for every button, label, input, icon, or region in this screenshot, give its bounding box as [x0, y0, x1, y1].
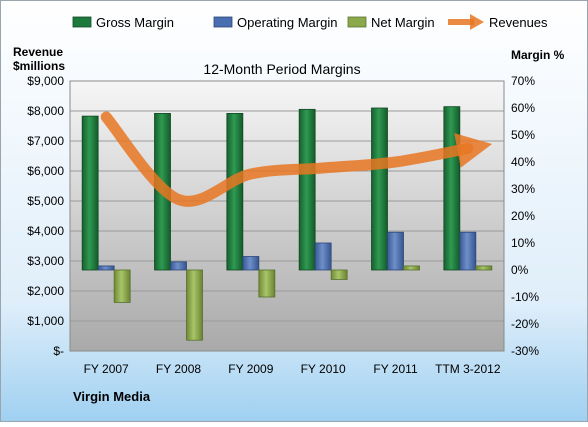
legend-label-revenues: Revenues [489, 15, 548, 30]
operating-margin-bar [97, 265, 115, 271]
left-tick-label: $7,000 [27, 134, 64, 148]
right-tick-label: 20% [511, 209, 535, 223]
operating-margin-bar [459, 231, 477, 271]
legend: Gross Margin Operating Margin Net Margin… [72, 14, 548, 30]
right-tick-label: 40% [511, 155, 535, 169]
gross-margin-bar [298, 108, 316, 271]
left-tick-label: $4,000 [27, 224, 64, 238]
right-tick-label: 50% [511, 128, 535, 142]
left-tick-label: $1,000 [27, 314, 64, 328]
category-label: FY 2011 [373, 362, 418, 376]
right-tick-label: 60% [511, 101, 535, 115]
net-margin-bar [475, 265, 493, 271]
revenues-line [100, 111, 493, 207]
gross-margin-bar [81, 115, 99, 271]
right-axis-ticks: -30% -20% -10% 0% 10% 20% 30% 40% 50% 60% 70% [511, 74, 539, 358]
operating-margin-bar [170, 261, 187, 271]
chart-title: 12-Month Period Margins [203, 61, 360, 77]
gross-margin-bar [226, 113, 244, 271]
right-tick-label: -30% [511, 344, 539, 358]
legend-label-net-margin: Net Margin [371, 15, 435, 30]
category-label: FY 2007 [84, 362, 129, 376]
left-tick-label: $- [53, 344, 64, 358]
gross-margin-bar [443, 106, 461, 271]
left-tick-label: $5,000 [27, 194, 64, 208]
legend-swatch-gross-margin [72, 16, 92, 28]
bars [81, 106, 493, 341]
net-margin-bar [258, 269, 276, 298]
net-margin-bar [330, 269, 348, 280]
category-label: FY 2009 [228, 362, 273, 376]
category-label: FY 2008 [156, 362, 201, 376]
left-axis-ticks: $- $1,000 $2,000 $3,000 $4,000 $5,000 $6,000 $7… [27, 74, 64, 358]
right-tick-label: -20% [511, 317, 539, 331]
company-label: Virgin Media [73, 389, 151, 404]
left-axis-title-line2: $millions [13, 59, 65, 73]
right-tick-label: 70% [511, 74, 535, 88]
gross-margin-bar [371, 107, 388, 271]
revenues-series [100, 111, 493, 207]
left-tick-label: $9,000 [27, 74, 64, 88]
left-tick-label: $8,000 [27, 104, 64, 118]
right-tick-label: 10% [511, 236, 535, 250]
right-tick-label: 30% [511, 182, 535, 196]
category-label: FY 2010 [301, 362, 346, 376]
net-margin-bar [186, 269, 203, 341]
left-axis-title-line1: Revenue [13, 45, 63, 59]
left-tick-label: $3,000 [27, 254, 64, 268]
category-labels: FY 2007 FY 2008 FY 2009 FY 2010 FY 2011 TTM 3… [84, 362, 501, 376]
legend-label-operating-margin: Operating Margin [237, 15, 337, 30]
right-axis-title: Margin % [511, 48, 565, 62]
left-tick-label: $6,000 [27, 164, 64, 178]
legend-label-gross-margin: Gross Margin [96, 15, 174, 30]
left-tick-label: $2,000 [27, 284, 64, 298]
plot-area [70, 81, 504, 351]
legend-swatch-operating-margin [213, 16, 233, 28]
legend-swatch-net-margin [347, 16, 367, 28]
category-label: TTM 3-2012 [435, 362, 501, 376]
net-margin-bar [113, 269, 131, 303]
right-tick-label: -10% [511, 290, 539, 304]
legend-arrow-revenues [470, 14, 484, 30]
plot-border [69, 80, 505, 352]
right-tick-label: 0% [511, 263, 529, 277]
operating-margin-bar [387, 231, 404, 271]
net-margin-bar [403, 265, 420, 271]
operating-margin-bar [242, 256, 260, 271]
operating-margin-bar [314, 242, 332, 271]
